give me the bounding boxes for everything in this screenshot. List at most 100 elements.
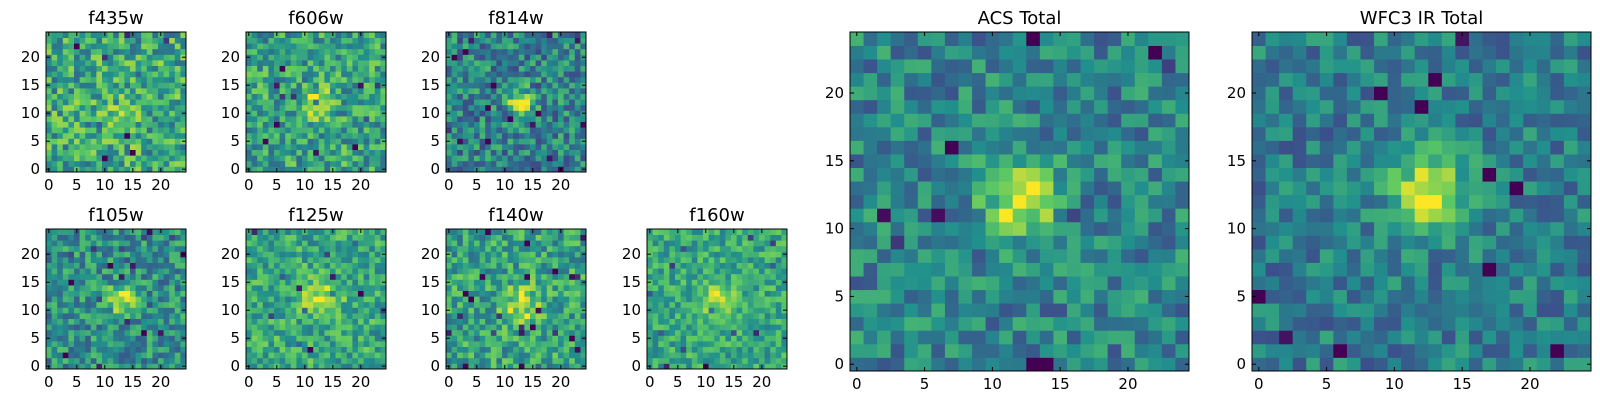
heatmap-cell [90,43,97,50]
heatmap-cell [169,160,176,167]
heatmap-cell [246,257,252,263]
heatmap-cell [569,240,576,247]
heatmap-cell [341,54,348,61]
heatmap-cell [490,357,497,364]
heatmap-cell [890,330,905,345]
heatmap-cell [169,82,176,89]
heatmap-cell [268,132,275,139]
heatmap-cell [468,43,475,50]
heatmap-cell [1039,167,1054,182]
heatmap-cell [753,363,760,370]
heatmap-cell [462,37,469,44]
heatmap-cell [1026,221,1041,236]
heatmap-cell [374,76,381,83]
heatmap-cell [85,318,92,325]
heatmap-cell [719,341,726,347]
heatmap-cell [257,43,264,50]
heatmap-cell [257,116,264,122]
heatmap-cell [352,352,359,359]
heatmap-cell [158,82,164,89]
heatmap-cell [46,301,52,308]
heatmap-cell [251,54,258,61]
heatmap-cell [113,127,120,134]
heatmap-cell [335,166,342,173]
heatmap-cell [374,65,381,72]
heatmap-cell [251,71,258,78]
heatmap-cell [479,245,486,252]
heatmap-cell [324,76,331,83]
heatmap-cell [535,279,542,286]
heatmap-cell [479,268,486,275]
heatmap-cell [451,313,458,319]
heatmap-cell [346,307,353,314]
heatmap-cell [1134,221,1149,236]
heatmap-cell [686,257,693,263]
heatmap-cell [341,268,348,275]
heatmap-cell [490,352,497,359]
heatmap-cell [90,76,97,83]
heatmap-cell [79,82,86,89]
heatmap-cell [163,245,170,252]
heatmap-cell [369,234,376,241]
heatmap-cell [68,71,75,78]
heatmap-cell [158,160,164,167]
heatmap-cell [731,257,737,263]
heatmap-cell [697,335,704,342]
heatmap-cell [169,99,176,106]
heatmap-cell [85,346,92,353]
heatmap-cell [686,296,693,303]
heatmap-cell [285,234,292,241]
heatmap-cell [324,285,331,291]
heatmap-cell [163,60,170,66]
heatmap-cell [507,352,514,359]
heatmap-cell [546,149,553,156]
heatmap-cell [781,234,788,241]
heatmap-cell [490,335,497,342]
heatmap-cell [262,363,269,370]
heatmap-cell [285,251,292,258]
heatmap-cell [647,257,653,263]
heatmap-cell [279,88,286,94]
heatmap-cell [358,257,364,263]
heatmap-cell [369,313,376,319]
heatmap-cell [714,285,721,291]
heatmap-cell [341,301,348,308]
heatmap-cell [890,343,905,358]
heatmap-cell [146,229,153,235]
heatmap-cell [890,289,905,304]
heatmap-cell [753,335,760,342]
heatmap-cell [719,268,726,275]
heatmap-cell [90,234,97,241]
heatmap-cell [313,352,320,359]
heatmap-cell [341,329,348,336]
heatmap-cell [446,285,452,291]
heatmap-cell [135,93,142,100]
heatmap-cell [107,285,114,291]
heatmap-cell [558,88,564,94]
heatmap-cell [90,229,97,235]
heatmap-cell [363,313,370,319]
heatmap-cell [285,346,292,353]
heatmap-cell [146,93,153,100]
heatmap-cell [307,290,314,297]
heatmap-cell [124,257,131,263]
heatmap-cell [725,346,732,353]
heatmap-cell [496,32,503,38]
heatmap-cell [330,335,336,342]
heatmap-cell [546,301,553,308]
heatmap-cell [268,60,275,66]
heatmap-cell [546,279,553,286]
heatmap-cell [563,307,570,314]
heatmap-cell [285,155,292,162]
heatmap-cell [518,144,525,150]
heatmap-cell [102,251,108,258]
heatmap-cell [318,234,325,241]
heatmap-cell [863,289,878,304]
heatmap-cell [1175,208,1190,223]
heatmap-cell [279,121,286,128]
heatmap-cell [324,245,331,252]
heatmap-cell [451,307,458,314]
heatmap-cell [747,279,754,286]
heatmap-cell [341,99,348,106]
heatmap-cell [302,234,308,241]
